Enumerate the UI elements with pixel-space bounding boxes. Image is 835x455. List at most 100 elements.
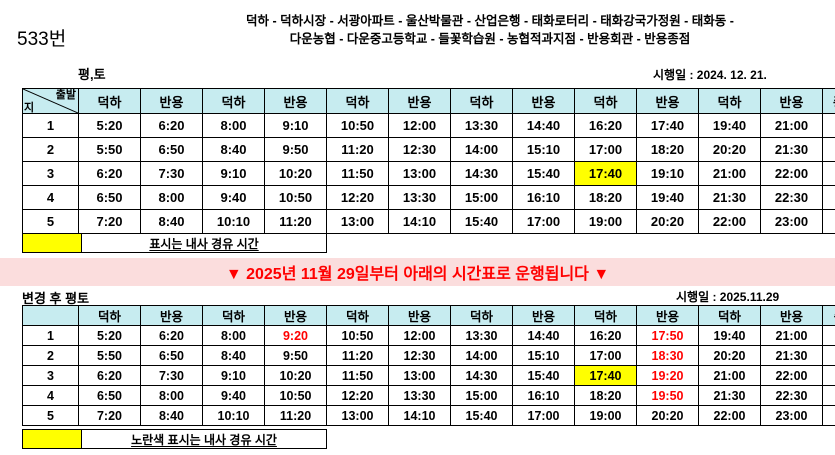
old-schedule-terminus-cell: 덕하 — [822, 113, 835, 138]
old-schedule-terminus-cell: 덕하 — [822, 209, 835, 234]
old-schedule-table: 출발 지 덕하반용덕하반용덕하반용덕하반용덕하반용덕하반용종착지 15:206:… — [22, 88, 835, 234]
old-schedule-time-cell: 13:30 — [388, 185, 451, 210]
new-schedule-time-cell: 13:00 — [326, 405, 389, 426]
old-schedule-row-index: 1 — [22, 113, 79, 138]
new-schedule-column-header-1: 반용 — [140, 305, 203, 326]
old-schedule-column-header-11: 반용 — [760, 88, 823, 114]
old-schedule-time-cell: 10:50 — [326, 113, 389, 138]
old-schedule-row-index: 5 — [22, 209, 79, 234]
new-schedule-time-cell: 16:10 — [512, 385, 575, 406]
new-schedule-time-cell: 14:40 — [512, 325, 575, 346]
new-schedule-time-cell: 10:50 — [326, 325, 389, 346]
new-schedule-time-cell: 10:50 — [264, 385, 327, 406]
old-schedule-time-cell: 14:40 — [512, 113, 575, 138]
old-schedule-time-cell: 5:20 — [78, 113, 141, 138]
new-schedule-time-cell: 22:30 — [760, 385, 823, 406]
new-schedule-table-row: 5 7:20 8:40 10:10 11:20 13:00 14:10 15:40 17:00 1… — [22, 405, 835, 426]
old-schedule-time-cell: 18:20 — [636, 137, 699, 162]
old-schedule-terminus-cell: 덕하 — [822, 137, 835, 162]
old-schedule-time-cell: 23:00 — [760, 209, 823, 234]
old-schedule-time-cell: 21:00 — [760, 113, 823, 138]
old-schedule-time-cell: 14:10 — [388, 209, 451, 234]
old-schedule-time-cell: 9:50 — [264, 137, 327, 162]
new-schedule-time-cell: 7:20 — [78, 405, 141, 426]
old-schedule-column-header-1: 반용 — [140, 88, 203, 114]
new-schedule-time-cell: 19:20 — [636, 365, 699, 386]
new-schedule-time-cell: 23:00 — [760, 405, 823, 426]
new-schedule-column-header-8: 덕하 — [574, 305, 637, 326]
new-schedule-time-cell: 12:00 — [388, 325, 451, 346]
old-schedule-row-index: 2 — [22, 137, 79, 162]
new-schedule-caption: 변경 후 평토 — [22, 291, 90, 306]
new-schedule-time-cell: 14:30 — [450, 365, 513, 386]
new-schedule-time-cell: 9:20 — [264, 325, 327, 346]
new-schedule-column-header-10: 덕하 — [698, 305, 761, 326]
old-schedule-column-header-4: 덕하 — [326, 88, 389, 114]
new-schedule-terminus-cell: 덕하 — [822, 405, 835, 426]
old-schedule-time-cell: 13:00 — [388, 161, 451, 186]
old-schedule-time-cell: 22:00 — [760, 161, 823, 186]
old-schedule-time-cell: 6:20 — [140, 113, 203, 138]
old-schedule-time-cell: 12:30 — [388, 137, 451, 162]
corner-label-point: 지 — [24, 102, 35, 114]
new-schedule-time-cell: 21:00 — [698, 365, 761, 386]
new-schedule-effective-date: 시행일 : 2025.11.29 — [676, 290, 780, 304]
new-schedule-table-row: 1 5:20 6:20 8:00 9:20 10:50 12:00 13:30 14:40 16:… — [22, 325, 835, 346]
new-schedule-column-header-0: 덕하 — [78, 305, 141, 326]
new-schedule-time-cell: 14:00 — [450, 345, 513, 366]
new-schedule-column-header-6: 덕하 — [450, 305, 513, 326]
new-schedule-table-row: 3 6:20 7:30 9:10 10:20 11:50 13:00 14:30 15:40 17… — [22, 365, 835, 386]
old-schedule-table-row: 3 6:20 7:30 9:10 10:20 11:50 13:00 14:30 15:40 17… — [22, 161, 835, 186]
old-schedule-time-cell: 8:00 — [140, 185, 203, 210]
new-schedule-time-cell: 6:50 — [140, 345, 203, 366]
old-schedule-time-cell: 11:20 — [326, 137, 389, 162]
announcement-banner: ▼ 2025년 11월 29일부터 아래의 시간표로 운행됩니다 ▼ — [0, 258, 835, 286]
old-schedule-column-header-12: 종착지 — [822, 88, 835, 114]
old-schedule-time-cell: 20:20 — [698, 137, 761, 162]
new-schedule-time-cell: 21:30 — [698, 385, 761, 406]
old-schedule-column-header-3: 반용 — [264, 88, 327, 114]
old-schedule-time-cell: 8:00 — [202, 113, 265, 138]
old-schedule-time-cell: 17:40 — [636, 113, 699, 138]
new-schedule-time-cell: 12:30 — [388, 345, 451, 366]
new-schedule-column-header-3: 반용 — [264, 305, 327, 326]
old-schedule-time-cell: 13:30 — [450, 113, 513, 138]
old-schedule-time-cell: 7:30 — [140, 161, 203, 186]
yellow-swatch-icon — [22, 429, 82, 449]
old-schedule-time-cell: 12:00 — [388, 113, 451, 138]
old-schedule-time-cell: 10:50 — [264, 185, 327, 210]
new-schedule-time-cell: 17:50 — [636, 325, 699, 346]
new-schedule-column-header-7: 반용 — [512, 305, 575, 326]
new-schedule-column-header-5: 반용 — [388, 305, 451, 326]
old-schedule-time-cell: 15:40 — [450, 209, 513, 234]
new-schedule-time-cell: 17:40 — [574, 365, 637, 386]
old-schedule-time-cell: 10:10 — [202, 209, 265, 234]
old-schedule-terminus-cell: 덕하 — [822, 161, 835, 186]
new-schedule-time-cell: 21:30 — [760, 345, 823, 366]
new-schedule-time-cell: 13:30 — [450, 325, 513, 346]
new-schedule-row-index: 2 — [22, 345, 79, 366]
old-schedule-time-cell: 9:10 — [264, 113, 327, 138]
old-schedule-time-cell: 9:40 — [202, 185, 265, 210]
old-schedule-time-cell: 22:00 — [698, 209, 761, 234]
new-schedule-time-cell: 9:10 — [202, 365, 265, 386]
old-schedule-column-header-2: 덕하 — [202, 88, 265, 114]
route-path: 덕하 - 덕하시장 - 서광아파트 - 울산박물관 - 산업은행 - 태화로터리… — [246, 14, 734, 46]
old-schedule-time-cell: 21:30 — [698, 185, 761, 210]
new-schedule-column-header-2: 덕하 — [202, 305, 265, 326]
old-schedule-time-cell: 15:00 — [450, 185, 513, 210]
old-schedule-row-index: 4 — [22, 185, 79, 210]
new-schedule-row-index: 5 — [22, 405, 79, 426]
old-schedule-time-cell: 19:40 — [636, 185, 699, 210]
new-schedule-column-header-11: 반용 — [760, 305, 823, 326]
new-schedule-column-header-4: 덕하 — [326, 305, 389, 326]
old-schedule-column-header-8: 덕하 — [574, 88, 637, 114]
old-schedule-time-cell: 9:10 — [202, 161, 265, 186]
new-schedule-time-cell: 15:40 — [450, 405, 513, 426]
old-schedule-time-cell: 7:20 — [78, 209, 141, 234]
new-schedule-time-cell: 8:40 — [140, 405, 203, 426]
old-schedule-time-cell: 5:50 — [78, 137, 141, 162]
new-schedule-row-index: 3 — [22, 365, 79, 386]
new-schedule-time-cell: 6:20 — [78, 365, 141, 386]
old-schedule-row-index: 3 — [22, 161, 79, 186]
